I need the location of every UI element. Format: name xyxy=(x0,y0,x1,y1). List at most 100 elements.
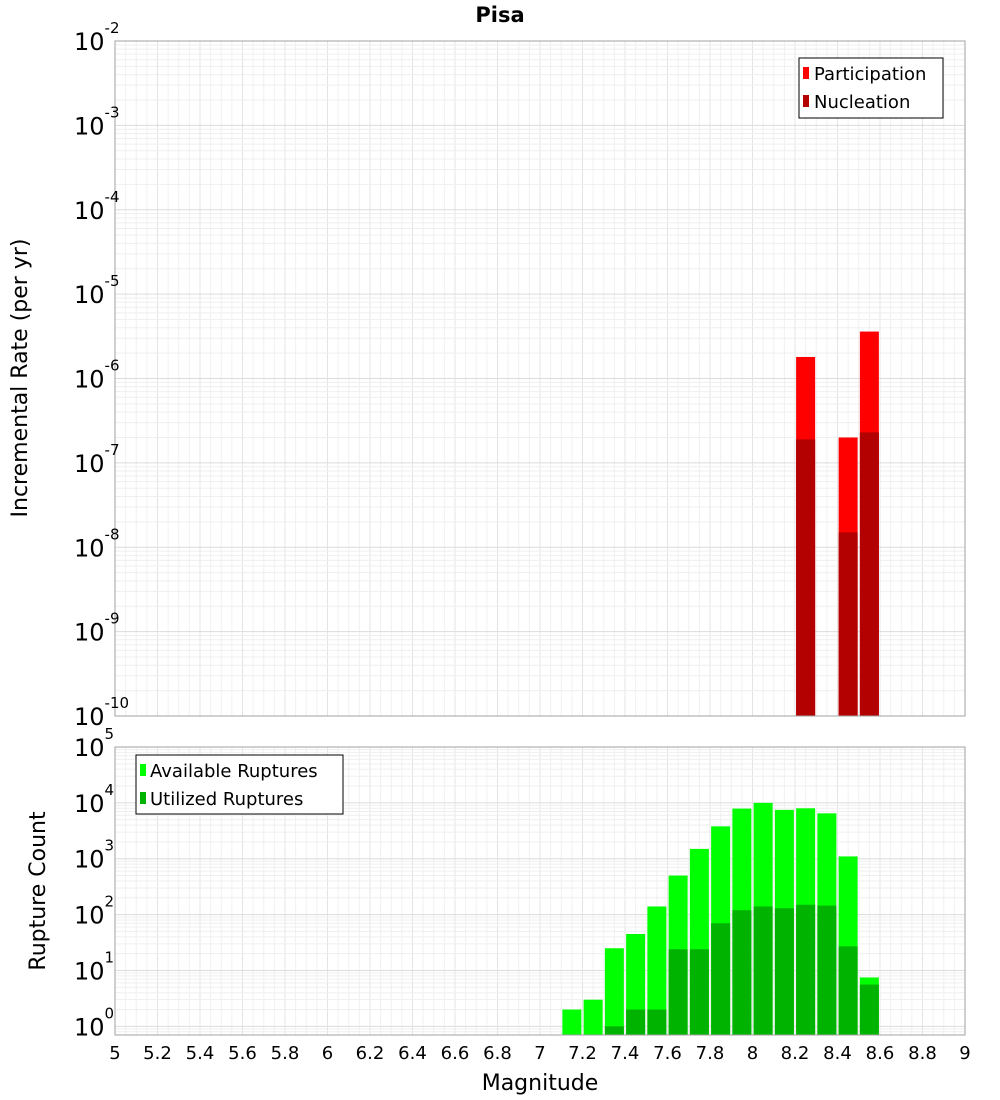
bottom-bar-series2 xyxy=(604,1026,624,1035)
bottom-legend: Available Ruptures Utilized Ruptures xyxy=(135,754,344,815)
tick-base: 10 xyxy=(74,28,105,56)
x-tick-label: 8.8 xyxy=(908,1043,937,1064)
bottom-y-tick-label: 105 xyxy=(74,725,114,762)
tick-exponent: 1 xyxy=(105,948,115,966)
top-panel: 10-210-310-410-510-610-710-810-910-10 In… xyxy=(8,19,966,731)
legend-swatch-available xyxy=(140,764,146,776)
tick-exponent: -10 xyxy=(105,694,130,712)
top-y-tick-label: 10-4 xyxy=(74,188,120,225)
bottom-y-tick-label: 102 xyxy=(74,893,114,930)
bottom-bar-series1 xyxy=(583,999,603,1035)
x-tick-label: 8.2 xyxy=(781,1043,810,1064)
x-tick-label: 8.4 xyxy=(823,1043,852,1064)
tick-base: 10 xyxy=(74,790,105,818)
top-y-tick-labels: 10-210-310-410-510-610-710-810-910-10 xyxy=(74,19,129,731)
top-y-tick-label: 10-10 xyxy=(74,694,129,731)
tick-base: 10 xyxy=(74,112,105,140)
top-y-tick-label: 10-3 xyxy=(74,103,120,140)
top-bar-series2 xyxy=(838,532,858,716)
bottom-bar-series2 xyxy=(753,906,773,1035)
x-tick-label: 5.8 xyxy=(271,1043,300,1064)
bottom-y-axis-label: Rupture Count xyxy=(26,811,51,971)
bottom-bar-series2 xyxy=(689,949,709,1035)
top-legend-box xyxy=(798,57,944,119)
tick-exponent: -6 xyxy=(105,357,120,375)
x-tick-label: 7.2 xyxy=(568,1043,597,1064)
bottom-bar-series2 xyxy=(838,946,858,1035)
x-tick-label: 7.6 xyxy=(653,1043,682,1064)
tick-base: 10 xyxy=(74,619,105,647)
bottom-y-tick-label: 103 xyxy=(74,837,114,874)
legend-swatch-utilized xyxy=(140,792,146,804)
x-tick-label: 5 xyxy=(109,1043,120,1064)
tick-base: 10 xyxy=(74,846,105,874)
x-tick-label: 6.8 xyxy=(483,1043,512,1064)
tick-base: 10 xyxy=(74,957,105,985)
x-tick-label: 7.4 xyxy=(611,1043,640,1064)
top-gridlines xyxy=(114,41,966,717)
bottom-bar-series1 xyxy=(604,948,624,1035)
tick-exponent: -2 xyxy=(105,19,120,37)
tick-exponent: 4 xyxy=(105,781,115,799)
bottom-bar-series2 xyxy=(774,908,794,1035)
top-y-tick-label: 10-7 xyxy=(74,441,120,478)
x-tick-label: 9 xyxy=(959,1043,970,1064)
legend-swatch-nucleation xyxy=(803,95,809,107)
x-tick-label: 6.6 xyxy=(441,1043,470,1064)
x-tick-label: 6.4 xyxy=(398,1043,427,1064)
x-tick-label: 6.2 xyxy=(356,1043,385,1064)
tick-exponent: 2 xyxy=(105,893,115,911)
x-tick-label: 7 xyxy=(534,1043,545,1064)
bottom-bar-series2 xyxy=(817,905,837,1035)
top-y-tick-label: 10-8 xyxy=(74,525,120,562)
x-tick-label: 7.8 xyxy=(696,1043,725,1064)
tick-base: 10 xyxy=(74,366,105,394)
top-y-tick-label: 10-6 xyxy=(74,357,120,394)
top-bar-series2 xyxy=(796,439,816,716)
bottom-plot-border xyxy=(114,746,966,1036)
x-tick-label: 8 xyxy=(747,1043,758,1064)
top-bars xyxy=(796,331,879,716)
top-bar-series2 xyxy=(859,432,879,716)
tick-exponent: -5 xyxy=(105,272,120,290)
bottom-bar-series2 xyxy=(647,1009,667,1035)
legend-label-utilized: Utilized Ruptures xyxy=(150,789,303,810)
x-tick-label: 5.6 xyxy=(228,1043,257,1064)
bottom-bar-series1 xyxy=(562,1009,582,1035)
tick-exponent: -9 xyxy=(105,610,120,628)
bottom-bar-series2 xyxy=(859,984,879,1035)
top-y-tick-label: 10-5 xyxy=(74,272,120,309)
top-y-axis-label: Incremental Rate (per yr) xyxy=(8,239,33,518)
bottom-y-tick-label: 101 xyxy=(74,948,114,985)
legend-label-nucleation: Nucleation xyxy=(814,92,910,113)
tick-base: 10 xyxy=(74,450,105,478)
tick-base: 10 xyxy=(74,197,105,225)
x-tick-label: 8.6 xyxy=(866,1043,895,1064)
bottom-bar-series2 xyxy=(626,1009,646,1035)
x-tick-label: 6 xyxy=(322,1043,333,1064)
bottom-legend-box xyxy=(135,754,344,815)
x-axis-label: Magnitude xyxy=(482,1071,599,1096)
legend-swatch-participation xyxy=(803,67,809,79)
tick-base: 10 xyxy=(74,534,105,562)
bottom-bar-series2 xyxy=(711,923,731,1035)
tick-exponent: -7 xyxy=(105,441,120,459)
tick-exponent: 0 xyxy=(105,1004,115,1022)
bottom-bar-series2 xyxy=(796,904,816,1035)
bottom-bars xyxy=(562,802,879,1035)
x-tick-label: 5.4 xyxy=(186,1043,215,1064)
tick-exponent: -8 xyxy=(105,525,120,543)
x-tick-label: 5.2 xyxy=(143,1043,172,1064)
bottom-bar-series2 xyxy=(668,949,688,1035)
chart-title: Pisa xyxy=(475,3,524,27)
bottom-y-tick-label: 104 xyxy=(74,781,114,818)
tick-exponent: 3 xyxy=(105,837,115,855)
legend-label-available: Available Ruptures xyxy=(150,761,318,782)
tick-base: 10 xyxy=(74,902,105,930)
top-legend: Participation Nucleation xyxy=(798,57,944,119)
bottom-bar-series2 xyxy=(732,910,752,1035)
tick-base: 10 xyxy=(74,734,105,762)
x-tick-labels: 5 5.2 5.4 5.6 5.8 6 6.2 6.4 6.6 6.8 7 7.2 7.4 7.6 7.8 8… xyxy=(109,1043,970,1064)
tick-base: 10 xyxy=(74,1013,105,1041)
